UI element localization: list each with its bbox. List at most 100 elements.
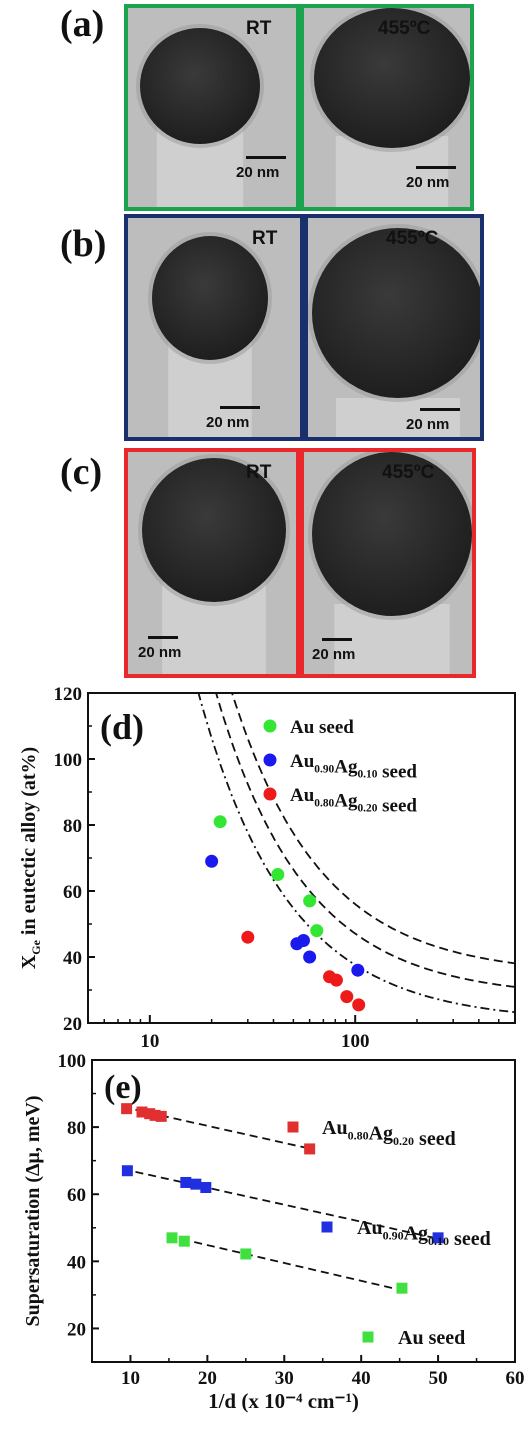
scale-bar [420, 408, 460, 411]
fit-curve [231, 693, 515, 965]
legend-label: Au0.90Ag0.10 seed [290, 751, 417, 783]
data-point [190, 1178, 202, 1190]
temperature-caption: 455ºC [386, 228, 439, 249]
temperature-caption: 455ºC [378, 18, 431, 39]
panel-b-label: (b) [60, 223, 107, 265]
temperature-caption: RT [246, 462, 272, 483]
data-point [241, 930, 255, 944]
data-point [121, 1165, 133, 1177]
data-point [396, 1282, 408, 1294]
legend-marker [321, 1221, 333, 1233]
data-point [304, 1143, 316, 1155]
legend-label: Au0.80Ag0.20 seed [322, 1117, 456, 1150]
data-point [271, 868, 285, 881]
data-point [432, 1232, 444, 1244]
scale-bar [220, 406, 260, 409]
panel-c-label: (c) [60, 451, 103, 493]
x-tick-label: 60 [506, 1368, 525, 1389]
data-point [303, 894, 317, 908]
y-tick-label: 80 [67, 1118, 86, 1139]
scale-bar-label: 20 nm [138, 644, 182, 661]
data-point [296, 934, 310, 947]
panel-d-label: (d) [100, 707, 144, 747]
y-tick-label: 40 [67, 1252, 86, 1273]
data-point [340, 990, 354, 1004]
data-point [155, 1110, 167, 1122]
scale-bar [246, 156, 286, 159]
scale-bar [148, 636, 178, 639]
temperature-caption: RT [252, 228, 278, 249]
micrograph [128, 452, 296, 674]
data-point [178, 1235, 190, 1247]
y-tick-label: 80 [63, 816, 82, 837]
y-tick-label: 60 [63, 882, 82, 903]
chart-d: 20 40 60 80 100 120 10 100 d (nm) XGe in eutectic… [18, 685, 516, 1055]
x-tick-label: 100 [341, 1031, 370, 1052]
tem-a-rt: RT 20 nm [124, 4, 300, 211]
data-point [180, 1176, 192, 1188]
scale-bar [416, 166, 456, 169]
tem-c-455: 455ºC 20 nm [300, 448, 476, 678]
data-point [310, 924, 324, 938]
scale-bar-label: 20 nm [406, 416, 450, 433]
plot-frame [87, 692, 516, 1024]
legend-marker [263, 753, 277, 767]
temperature-caption: RT [246, 18, 272, 39]
scale-bar [322, 638, 352, 641]
x-tick-label: 50 [429, 1368, 448, 1389]
data-point [329, 973, 343, 987]
x-axis-label: 1/d (x 10⁻⁴ cm⁻¹) [208, 1389, 359, 1413]
legend-label: Au0.80Ag0.20 seed [290, 785, 417, 817]
fit-curve [197, 693, 515, 1014]
data-point [136, 1106, 148, 1118]
tem-row-c: RT 20 nm 455ºC 20 nm [124, 448, 476, 678]
data-point [352, 998, 366, 1012]
legend-label: Au seed [398, 1327, 465, 1349]
y-tick-label: 120 [54, 685, 83, 705]
legend-marker [362, 1331, 374, 1343]
y-axis-label: XGe in eutectic alloy (at%) [18, 747, 43, 969]
x-tick-label: 20 [198, 1368, 217, 1389]
micrograph [304, 452, 472, 674]
x-tick-label: 30 [275, 1368, 294, 1389]
panel-a-label: (a) [60, 3, 105, 45]
scale-bar-label: 20 nm [236, 164, 280, 181]
data-point [213, 815, 227, 829]
micrograph [128, 218, 300, 437]
scale-bar-label: 20 nm [206, 414, 250, 431]
data-point [205, 854, 219, 868]
micrograph [304, 8, 470, 207]
temperature-caption: 455ºC [382, 462, 435, 483]
tem-row-b: RT 20 nm 455ºC 20 nm [124, 214, 484, 441]
y-tick-label: 20 [67, 1319, 86, 1340]
data-point [200, 1182, 212, 1194]
data-point [166, 1232, 178, 1244]
data-point [121, 1103, 133, 1115]
y-tick-label: 60 [67, 1185, 86, 1206]
legend-marker [263, 719, 277, 733]
y-axis-label: Supersaturation (Δμ, meV) [22, 1095, 44, 1326]
y-tick-label: 100 [58, 1054, 87, 1072]
tem-a-455: 455ºC 20 nm [300, 4, 474, 211]
data-point [351, 963, 365, 977]
y-tick-label: 100 [54, 750, 83, 771]
tem-b-rt: RT 20 nm [124, 214, 304, 441]
plot-frame [91, 1059, 516, 1363]
fit-line [122, 1168, 443, 1241]
legend-marker [263, 787, 277, 801]
x-tick-label: 10 [140, 1031, 159, 1052]
x-tick-label: 10 [121, 1368, 140, 1389]
scale-bar-label: 20 nm [312, 646, 356, 663]
tem-b-455: 455ºC 20 nm [304, 214, 484, 441]
y-tick-label: 20 [63, 1014, 82, 1035]
panel-e-label: (e) [104, 1069, 142, 1106]
tem-row-a: RT 20 nm 455ºC 20 nm [124, 4, 474, 211]
micrograph [128, 8, 296, 207]
y-tick-label: 40 [63, 948, 82, 969]
legend-marker [287, 1121, 299, 1133]
x-axis-label: d (nm) [230, 1051, 293, 1055]
chart-e: 20 40 60 80 100 10 20 30 40 50 60 1/d (x 10⁻⁴ cm⁻¹)… [22, 1054, 525, 1413]
micrograph [308, 218, 480, 437]
legend-label: Au0.90Ag0.10 seed [357, 1217, 491, 1250]
x-tick-label: 40 [352, 1368, 371, 1389]
